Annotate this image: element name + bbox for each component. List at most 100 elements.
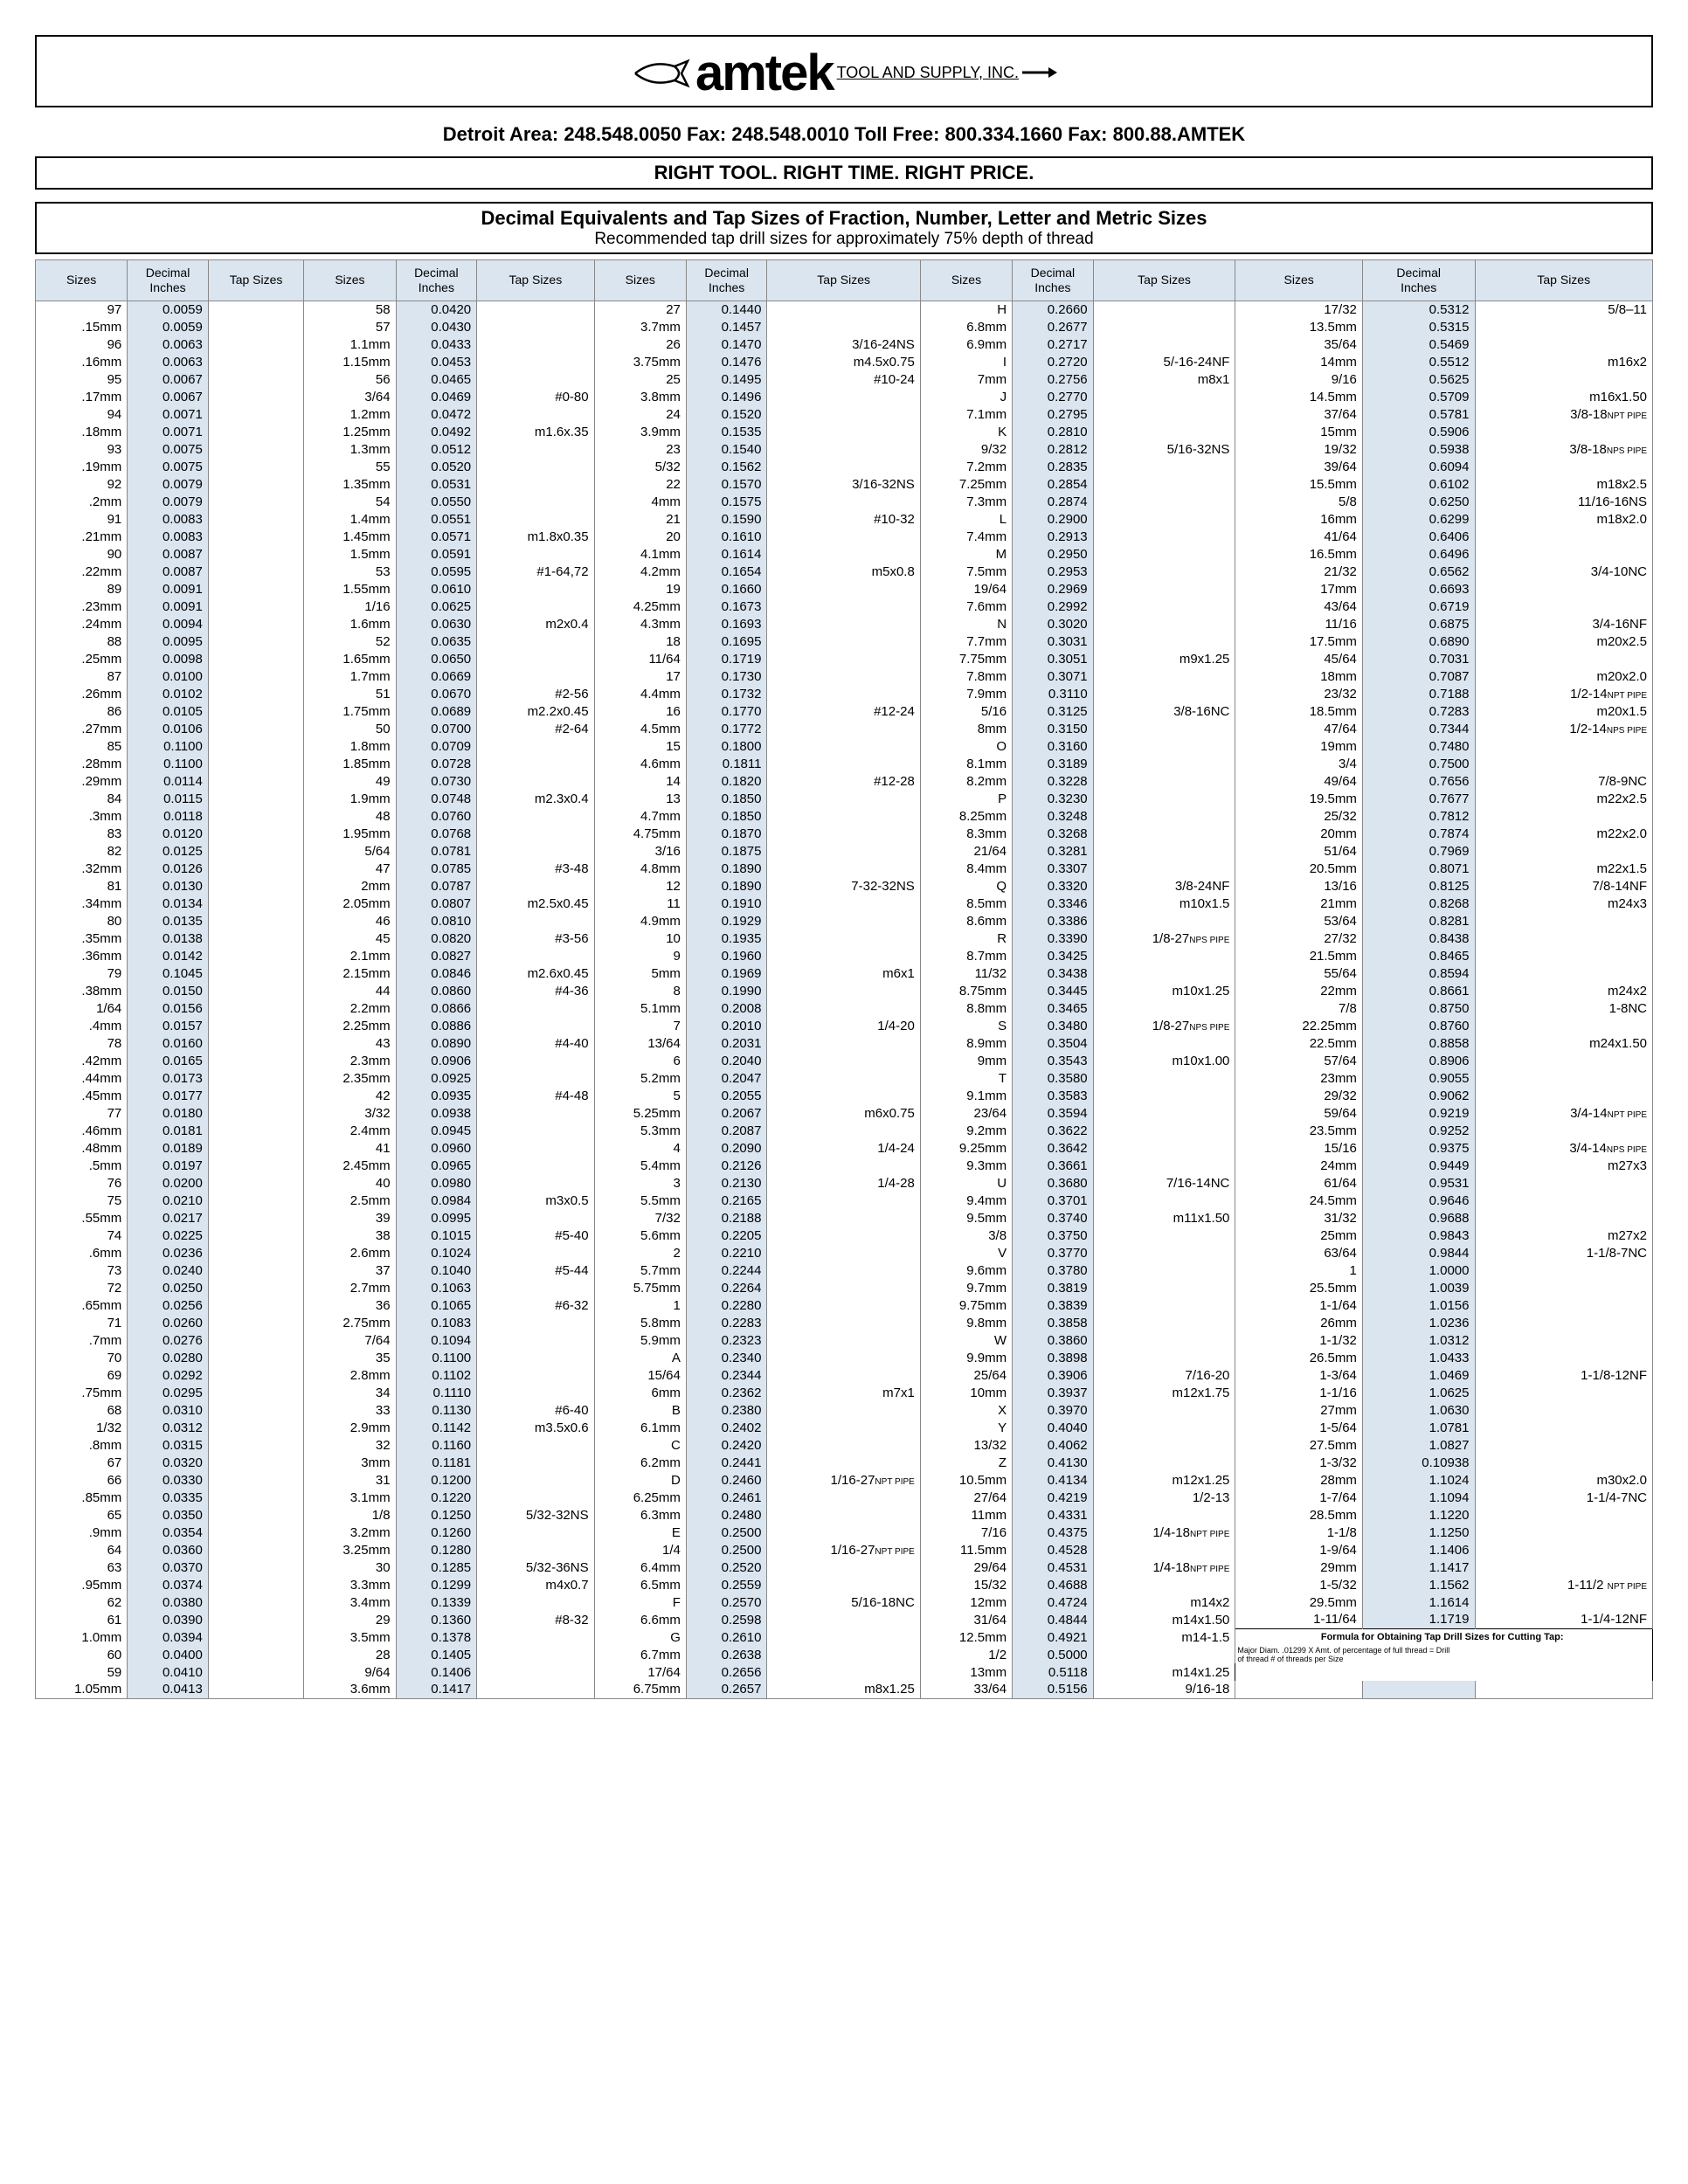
cell: m30x2.0 xyxy=(1475,1471,1653,1489)
cell xyxy=(1093,1314,1235,1331)
cell: 0.3125 xyxy=(1013,702,1094,720)
col-header: DecimalInches xyxy=(128,260,209,301)
cell: m2.6x0.45 xyxy=(477,964,594,982)
table-row: .45mm0.0177420.0935#4-4850.20559.1mm0.35… xyxy=(36,1087,1653,1104)
col-header: Sizes xyxy=(1235,260,1363,301)
cell xyxy=(767,493,920,510)
cell: m4x0.7 xyxy=(477,1576,594,1593)
cell: 0.2992 xyxy=(1013,598,1094,615)
cell: 9.75mm xyxy=(920,1296,1012,1314)
cell: 0.0126 xyxy=(128,860,209,877)
table-row: 600.0400280.14056.7mm0.26381/20.5000Majo… xyxy=(36,1646,1653,1663)
cell: 96 xyxy=(36,335,128,353)
cell xyxy=(477,1454,594,1471)
col-header: Tap Sizes xyxy=(767,260,920,301)
cell: 0.4921 xyxy=(1013,1628,1094,1646)
cell xyxy=(1475,458,1653,475)
cell: 22.5mm xyxy=(1235,1034,1363,1052)
cell: 42 xyxy=(304,1087,396,1104)
cell: 0.2953 xyxy=(1013,563,1094,580)
cell: 1.1024 xyxy=(1362,1471,1475,1489)
cell: 0.0374 xyxy=(128,1576,209,1593)
cell: 0.1220 xyxy=(396,1489,477,1506)
cell: 1.1094 xyxy=(1362,1489,1475,1506)
cell: 29mm xyxy=(1235,1559,1363,1576)
cell: 0.7656 xyxy=(1362,772,1475,790)
cell: 0.0217 xyxy=(128,1209,209,1227)
cell: 0.0075 xyxy=(128,458,209,475)
cell: 60 xyxy=(36,1646,128,1663)
cell: 0.0360 xyxy=(128,1541,209,1559)
cell xyxy=(208,1401,303,1419)
page-subtitle: Recommended tap drill sizes for approxim… xyxy=(37,230,1651,252)
cell: 0.0866 xyxy=(396,999,477,1017)
cell: 0.9449 xyxy=(1362,1157,1475,1174)
cell: 8.1mm xyxy=(920,755,1012,772)
cell: 26.5mm xyxy=(1235,1349,1363,1366)
cell: .24mm xyxy=(36,615,128,632)
cell: 19/32 xyxy=(1235,440,1363,458)
cell: 0.2610 xyxy=(686,1628,767,1646)
cell xyxy=(767,667,920,685)
cell: 0.0670 xyxy=(396,685,477,702)
cell xyxy=(477,842,594,860)
cell xyxy=(767,1454,920,1471)
cell xyxy=(208,1279,303,1296)
cell: 17 xyxy=(594,667,686,685)
cell: 30 xyxy=(304,1559,396,1576)
cell: 12.5mm xyxy=(920,1628,1012,1646)
cell xyxy=(1475,580,1653,598)
cell: 13/16 xyxy=(1235,877,1363,895)
cell xyxy=(477,1681,594,1698)
cell: 0.1457 xyxy=(686,318,767,335)
table-row: 890.00911.55mm0.0610190.166019/640.29691… xyxy=(36,580,1653,598)
cell xyxy=(1475,1069,1653,1087)
cell: 0.0906 xyxy=(396,1052,477,1069)
cell: 0.2420 xyxy=(686,1436,767,1454)
cell: 1.0630 xyxy=(1362,1401,1475,1419)
table-row: 1/640.01562.2mm0.08665.1mm0.20088.8mm0.3… xyxy=(36,999,1653,1017)
cell: 0.8438 xyxy=(1362,930,1475,947)
cell xyxy=(477,440,594,458)
cell: O xyxy=(920,737,1012,755)
cell: 1/64 xyxy=(36,999,128,1017)
cell: 1.2mm xyxy=(304,405,396,423)
cell: 14.5mm xyxy=(1235,388,1363,405)
cell: 13.5mm xyxy=(1235,318,1363,335)
cell xyxy=(767,1366,920,1384)
cell: 1/16 xyxy=(304,598,396,615)
cell xyxy=(767,1419,920,1436)
cell: 7.25mm xyxy=(920,475,1012,493)
cell: Major Diam. .01299 X Amt. of percentage … xyxy=(1235,1646,1653,1681)
cell xyxy=(1475,1541,1653,1559)
cell: 0.1820 xyxy=(686,772,767,790)
cell: 11/16-16NS xyxy=(1475,493,1653,510)
cell xyxy=(1235,1681,1363,1698)
cell xyxy=(767,650,920,667)
cell: 7/16-20 xyxy=(1093,1366,1235,1384)
table-row: .34mm0.01342.05mm0.0807m2.5x0.45110.1910… xyxy=(36,895,1653,912)
cell: 0.7283 xyxy=(1362,702,1475,720)
cell: 17mm xyxy=(1235,580,1363,598)
cell: 1/2-14NPS PIPE xyxy=(1475,720,1653,737)
col-header: Sizes xyxy=(594,260,686,301)
cell: 0.0118 xyxy=(128,807,209,825)
cell: 6.9mm xyxy=(920,335,1012,353)
cell xyxy=(477,1366,594,1384)
cell: 3/16-24NS xyxy=(767,335,920,353)
cell: 0.3160 xyxy=(1013,737,1094,755)
cell: 0.0083 xyxy=(128,510,209,528)
cell xyxy=(1093,1454,1235,1471)
cell: 0.3839 xyxy=(1013,1296,1094,1314)
cell: C xyxy=(594,1436,686,1454)
cell: 64 xyxy=(36,1541,128,1559)
cell: 7/16 xyxy=(920,1524,1012,1541)
cell xyxy=(767,825,920,842)
cell: m16x2 xyxy=(1475,353,1653,370)
cell: 2.25mm xyxy=(304,1017,396,1034)
cell: 0.0079 xyxy=(128,475,209,493)
cell: 0.1540 xyxy=(686,440,767,458)
cell: .4mm xyxy=(36,1017,128,1034)
cell: m8x1 xyxy=(1093,370,1235,388)
cell: 74 xyxy=(36,1227,128,1244)
